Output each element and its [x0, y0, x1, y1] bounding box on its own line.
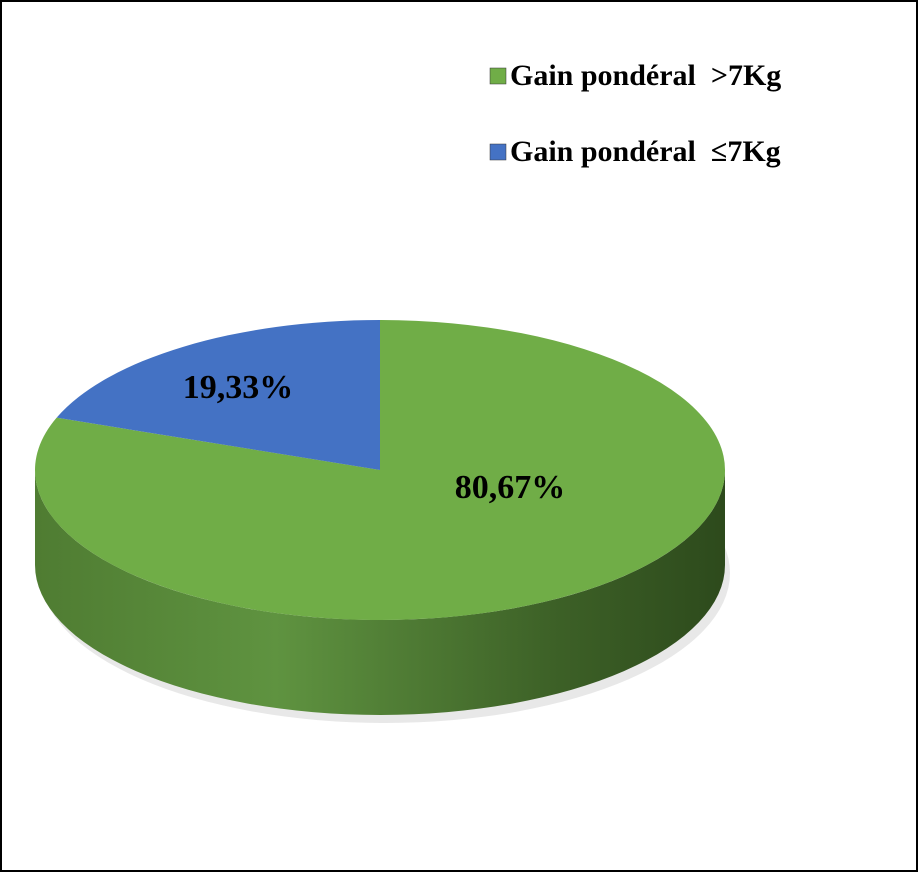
legend-marker — [489, 67, 507, 85]
legend-label: Gain pondéral ≤7Kg — [510, 135, 781, 168]
pie-slice — [35, 320, 726, 620]
pie-slice — [56, 320, 381, 470]
legend-label: Gain pondéral >7Kg — [510, 59, 781, 92]
pie-side — [35, 470, 725, 715]
data-label: 80,67% — [455, 469, 566, 506]
legend-marker — [489, 143, 507, 161]
data-label: 19,33% — [183, 369, 294, 406]
